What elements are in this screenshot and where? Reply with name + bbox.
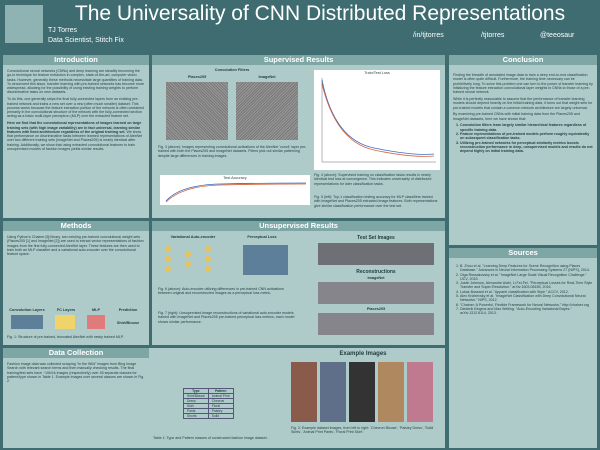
fig-label: Prediction [118,308,138,312]
heading: Introduction [3,55,149,65]
fig-label: Test Set Images [357,235,395,241]
methods: Methods Using Python's Chainer [6] libra… [3,221,149,345]
bold-text: Here we find that the convolutional repr… [7,121,142,134]
paragraph: By examining pre-trained CNNs with initi… [453,112,580,121]
image-strip [318,243,434,265]
fig-label: FC Layers [56,308,76,312]
source-list: B. Zhou et al. "Learning Deep Features f… [453,264,593,316]
body: Convolutional neural networks (CNNs) and… [7,69,145,154]
heading: Supervised Results [152,55,445,65]
filter-image [166,82,228,140]
fig-label: Variational Auto-encoder [170,235,216,239]
td: Solid [207,413,234,419]
finding: Feature representations of pre-trained m… [460,132,593,141]
conv-layers [11,315,43,329]
source: Olga Russakovsky et al. "ImageNet Large … [460,273,593,282]
affiliation: Data Scientist, Stitch Fix [48,37,124,44]
td: Shirt/Blouse [183,393,209,399]
source: Justin Johnson, Alexandre Alahi, Li Fei-… [460,281,593,290]
loss-curves [321,78,436,163]
prediction: Shirt/Blouse [116,321,140,325]
heading: Methods [3,221,149,231]
accuracy-chart: Test Accuracy [160,175,310,205]
heading: Unsupervised Results [152,221,445,231]
vae-diagram [165,245,288,275]
text: We show that performance on discriminati… [7,129,143,152]
supervised-results: Supervised Results Convolution Filters P… [152,55,445,218]
image-strip [318,313,434,335]
td: Animal Print [207,393,234,399]
chart-title: Test Accuracy [223,176,247,180]
heading: Sources [449,248,597,258]
example-image [407,362,433,422]
td: Shorts [183,413,209,419]
link[interactable]: /in/tjtorres [413,32,444,39]
source: Diederik Kingma and Max Welling. "Auto-E… [460,307,593,316]
unsupervised-results: Unsupervised Results Variational Auto-en… [152,221,445,345]
chart-title: Train/Test Loss [364,71,390,75]
body: Finding the breadth of annotated image d… [453,73,593,156]
header: The Universality of CNN Distributed Repr… [0,0,600,50]
caption: Fig. 2: Example dataset images, from lef… [291,426,434,435]
filter-image [236,82,298,140]
example-image [378,362,404,422]
example-image [349,362,375,422]
link[interactable]: @teeosaur [540,32,575,39]
fig-label: Perceptual Loss [247,235,277,239]
caption: Fig. 3 (above): Images representing conv… [158,145,307,158]
fig-label: ImageNet [367,276,385,280]
paragraph: Convolutional neural networks (CNNs) and… [7,69,145,95]
source: B. Zhou et al. "Learning Deep Features f… [460,264,593,273]
heading: Data Collection [3,348,149,358]
introduction: Introduction Convolutional neural networ… [3,55,149,218]
source: "Chainer: A Powerful, Flexible Framework… [460,303,593,307]
finding: Convolution filters learn largely simila… [460,123,593,132]
fig-label: Places205 [187,75,207,79]
mlp [87,315,105,329]
loss-chart: Train/Test Loss [314,70,440,170]
heading: Conclusion [449,55,597,65]
author: TJ Torres [48,27,78,34]
caption: Fig. 6 (above): Auto-encoder utilizing d… [158,287,284,296]
paragraph: Using Python's Chainer [6] library, two … [7,235,144,257]
fig-label: MLP [91,308,100,312]
example-image [320,362,346,422]
source: Alex Krizhevsky et al. "ImageNet Classif… [460,294,593,303]
link[interactable]: /tjtorres [481,32,505,39]
fig-label: Convolution Layers [9,308,45,312]
conclusion: Conclusion Finding the breadth of annota… [449,55,597,245]
fig-title: Convolution Filters [214,68,250,72]
caption: Fig. 7 (right): Unsupervised image recon… [158,311,295,324]
image-strip [318,282,434,304]
data-collection: Data Collection Fashion image data was c… [3,348,445,448]
logo [5,5,43,43]
caption: Fig. 1: Structure of pre-trained, trunca… [7,335,124,339]
fig-label: Places205 [366,307,386,311]
paragraph: Fashion image data was collected scrapin… [7,362,145,384]
caption: Fig. 4 (above): Supervised training on c… [314,173,432,186]
caption: Fig. 5 (left): Top-1 classification test… [314,195,438,208]
fc-layers [55,315,75,329]
fig-label: Reconstructions [356,269,396,275]
sources: Sources B. Zhou et al. "Learning Deep Fe… [449,248,597,448]
examples-heading: Example Images [339,351,387,357]
class-table: Type Pattern Shirt/Blouse Animal Print Dre… [183,388,234,419]
finding: Utilizing pre-trained networks for perce… [460,141,593,154]
paragraph: While it is perfectly reasonable to assu… [453,96,593,110]
accuracy-curves [165,182,307,203]
example-image [291,362,317,422]
title: The Universality of CNN Distributed Repr… [74,2,566,25]
paragraph: To do this, one generally strips the fin… [7,97,145,119]
findings: Convolution filters learn largely simila… [453,123,593,153]
caption: Table 1: Type and Pattern classes of con… [153,436,268,440]
fig-label: ImageNet [258,75,276,79]
paragraph: Finding the breadth of annotated image d… [453,73,593,95]
source: Lukas Bossard et al. "Apparel classifica… [460,290,593,294]
